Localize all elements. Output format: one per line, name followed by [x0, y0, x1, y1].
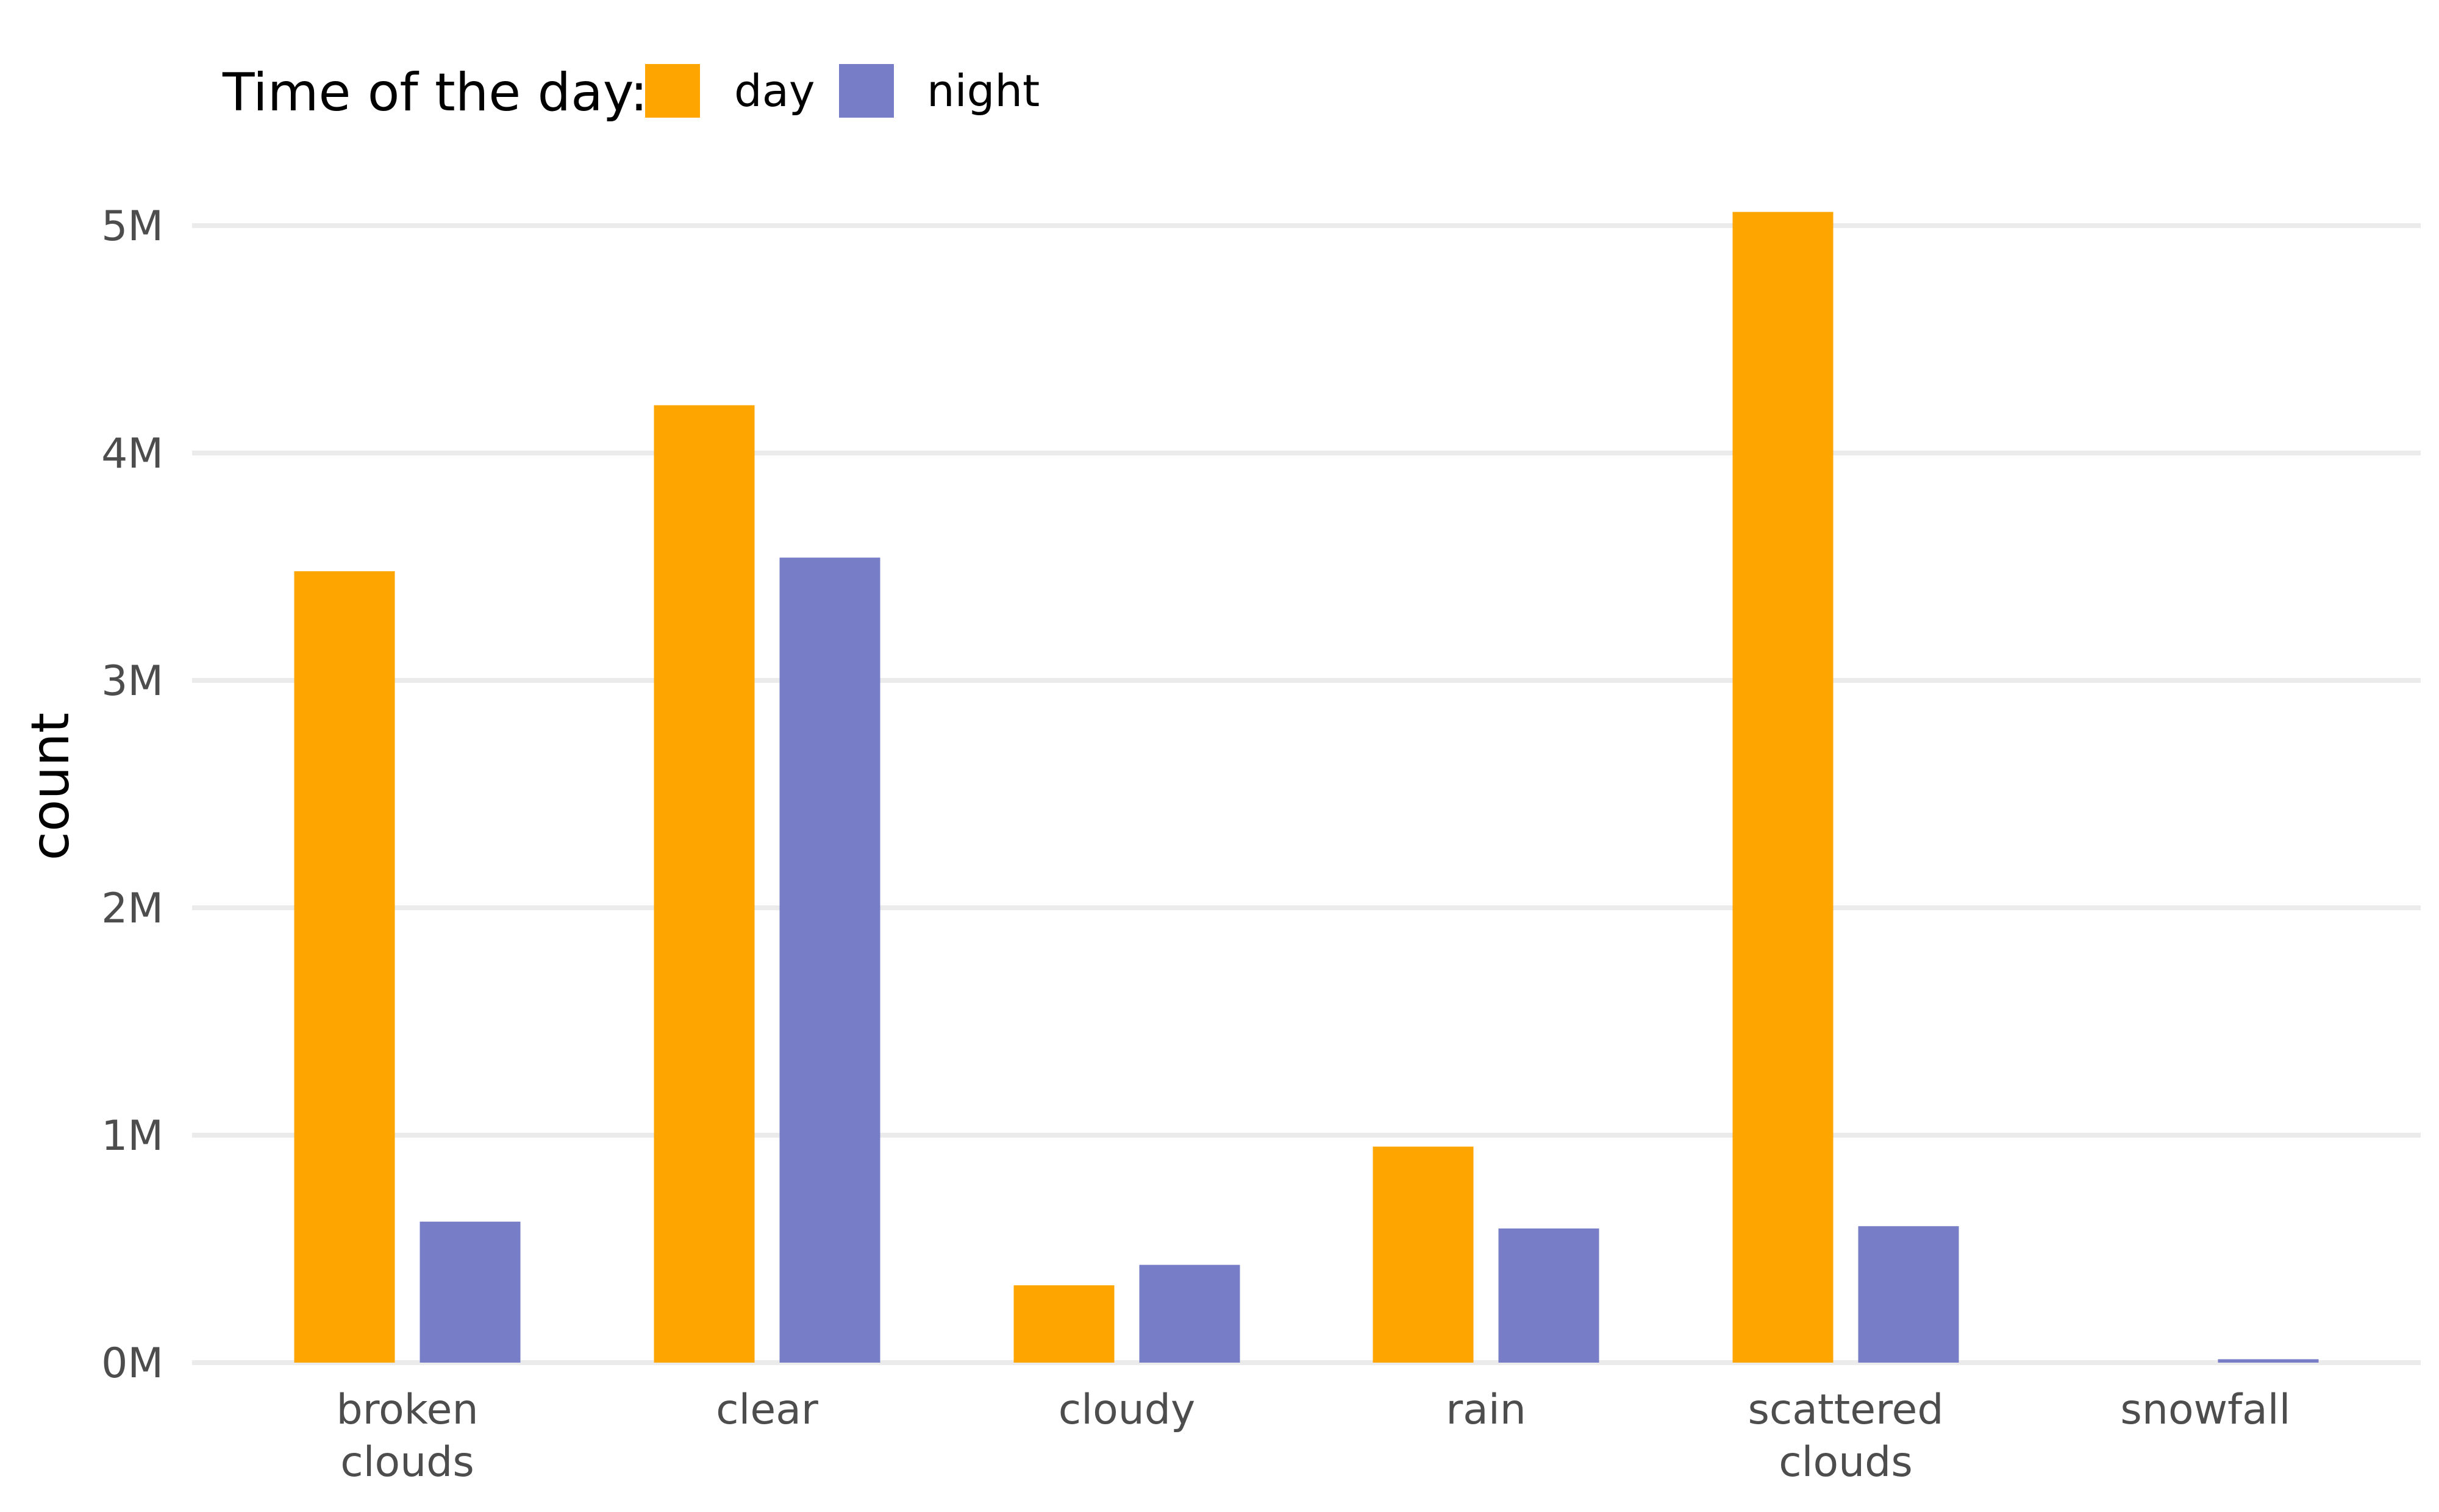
bar-day-1	[654, 405, 755, 1363]
x-tick-label-line: clouds	[340, 1438, 474, 1486]
x-tick-label: cloudy	[1059, 1386, 1195, 1434]
legend-label-night: night	[927, 65, 1040, 116]
y-tick-label: 1M	[101, 1112, 163, 1160]
y-tick-label: 2M	[101, 885, 163, 933]
bar-night-5	[2218, 1359, 2319, 1363]
x-tick-label: broken clouds	[336, 1386, 478, 1486]
x-tick-label-line: scattered	[1748, 1386, 1943, 1434]
legend-label-day: day	[734, 65, 815, 116]
y-tick-label: 0M	[101, 1339, 163, 1388]
legend-key-day	[645, 64, 700, 118]
bar-night-2	[1139, 1264, 1240, 1363]
y-tick-label: 5M	[101, 202, 163, 251]
x-tick-label-line: broken	[336, 1386, 478, 1434]
bar-day-4	[1732, 212, 1834, 1363]
legend-title: Time of the day:	[222, 62, 648, 123]
bar-day-0	[294, 571, 395, 1363]
x-tick-label-line: snowfall	[2120, 1386, 2290, 1434]
y-axis-ticks: 0M 1M 2M 3M 4M 5M	[101, 202, 163, 1388]
gridlines	[192, 223, 2421, 1365]
x-tick-label-line: rain	[1446, 1386, 1526, 1434]
bar-night-0	[420, 1221, 521, 1363]
legend-items: day night	[645, 64, 1040, 118]
y-tick-label: 4M	[101, 430, 163, 478]
legend: Time of the day: day night	[222, 62, 1040, 123]
x-tick-label-line: clouds	[1779, 1438, 1913, 1486]
x-tick-label: scattered clouds	[1748, 1386, 1943, 1486]
x-tick-label: clear	[716, 1386, 818, 1434]
bars	[294, 212, 2319, 1363]
bar-night-4	[1858, 1226, 1959, 1363]
x-tick-label: rain	[1446, 1386, 1526, 1434]
x-tick-label-line: cloudy	[1059, 1386, 1195, 1434]
bar-day-3	[1373, 1146, 1474, 1363]
y-tick-label: 3M	[101, 657, 163, 705]
y-axis-title: count	[20, 713, 81, 861]
bar-night-1	[779, 557, 880, 1363]
bar-night-3	[1498, 1228, 1599, 1363]
x-tick-label: snowfall	[2120, 1386, 2290, 1434]
x-tick-label-line: clear	[716, 1386, 818, 1434]
legend-key-night	[839, 64, 894, 118]
bar-day-2	[1013, 1285, 1115, 1363]
